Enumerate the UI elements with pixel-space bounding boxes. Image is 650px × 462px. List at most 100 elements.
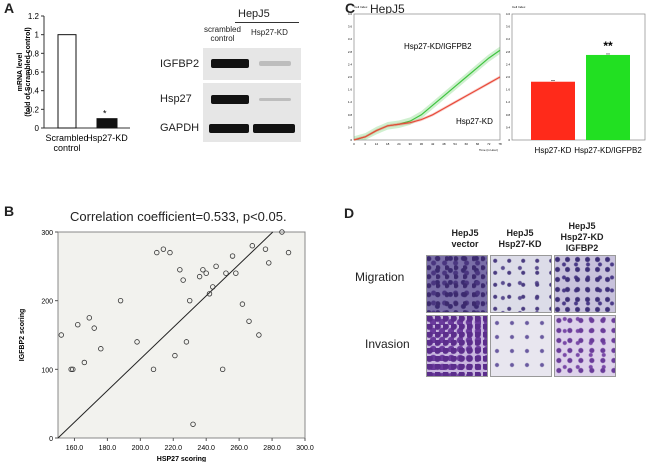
panel-d-col-kd-igfbp2-l1: HepJ5 [568, 221, 596, 231]
a-ylabel: mRNA level [17, 53, 24, 92]
b-point [256, 332, 262, 338]
c-bar [531, 81, 575, 140]
a-annotation: * [103, 109, 107, 119]
c-line-ytick-label: 4.0 [348, 12, 353, 16]
b-point [200, 267, 206, 273]
b-point [154, 249, 160, 256]
c-line-ytick-label: 1.6 [348, 88, 353, 92]
b-point [70, 366, 76, 373]
b-point [177, 267, 183, 273]
band-gapdh-scrambled [209, 124, 249, 133]
c-bar-ytick-label: 3.2 [506, 37, 511, 41]
b-plot-area [57, 231, 306, 439]
a-ylabel-sub: (fold of Scrambled control) [25, 27, 32, 116]
c-bar-ytick-label: 0.8 [506, 113, 511, 117]
b-point [160, 246, 167, 252]
b-point [285, 249, 292, 256]
b-ytick-label: 300 [41, 230, 53, 237]
band-hsp27-kd [259, 98, 291, 101]
b-point [239, 301, 246, 307]
c-line-ytick-label: 2.8 [348, 50, 353, 54]
c-line-xtick-label: 36 [420, 142, 424, 146]
panel-d-col-vector-l1: HepJ5 [451, 228, 479, 238]
band-igfbp2-kd [259, 61, 291, 66]
a-ytick-label: 1 [35, 31, 40, 40]
panel-d: HepJ5 vector HepJ5 Hsp27-KD HepJ5 Hsp27-… [340, 215, 650, 462]
band-igfbp2-scrambled [211, 59, 249, 68]
c-series-label-red: Hsp27-KD [456, 117, 493, 126]
micrograph-invasion-kd-igfbp2 [554, 315, 616, 377]
c-line-xtick-label: 30 [408, 142, 412, 146]
blot-strip-hsp27 [203, 83, 301, 116]
c-line-xtick-label: 72 [487, 142, 491, 146]
a-xtick-label: control [53, 143, 80, 153]
b-xtick-label: 280.0 [263, 445, 281, 452]
b-point [183, 339, 190, 345]
b-point [187, 297, 193, 304]
c-bar-ytick-label: 0.4 [506, 125, 511, 129]
b-point [91, 325, 97, 331]
panel-d-col-kd-igfbp2-l3: IGFBP2 [565, 243, 599, 253]
c-line-ylabel: Cell Index [354, 5, 368, 9]
b-point [150, 366, 157, 373]
c-bar [586, 54, 630, 141]
b-point [190, 421, 196, 427]
blot-title: HepJ5 [238, 8, 270, 20]
c-line-xlabel: Time (in Hour) [479, 148, 498, 152]
panel-letter-b: B [4, 203, 15, 219]
band-hsp27-scrambled [211, 95, 249, 104]
panel-d-row-invasion: Invasion [365, 337, 410, 351]
blot-col-kd: Hsp27-KD [251, 28, 288, 37]
c-line-xtick-label: 42 [431, 142, 435, 146]
c-bar-ylabel: Cell Index [512, 5, 526, 9]
b-xtick-label: 240.0 [197, 445, 215, 452]
c-line-xtick-label: 0 [353, 142, 355, 146]
panel-letter-d: D [344, 205, 355, 221]
c-bar-ytick-label: 1.2 [506, 100, 511, 104]
b-point [266, 260, 272, 266]
c-line-ytick-label: 3.2 [348, 37, 353, 41]
panel-d-row-migration: Migration [355, 270, 405, 284]
b-point [172, 352, 178, 359]
c-line-xtick-label: 78 [498, 142, 502, 146]
b-point [203, 270, 209, 276]
c-bar-annotation: ** [603, 39, 613, 53]
b-point [210, 284, 216, 290]
panel-d-col-kd-igfbp2-l2: Hsp27-KD [560, 232, 604, 242]
c-bar-ytick-label: 1.6 [506, 88, 511, 92]
panel-c-title: HepJ5 [370, 2, 405, 16]
c-line-ytick-label: 2.4 [348, 62, 353, 66]
blot-col-scrambled-l2: control [210, 34, 235, 43]
b-point [233, 270, 239, 276]
b-point [134, 339, 140, 345]
a-ytick-label: 0.4 [28, 87, 40, 96]
c-line-ytick-label: 2.0 [348, 75, 353, 79]
b-point [249, 243, 256, 249]
micrograph-invasion-vector [426, 315, 488, 377]
b-point [279, 229, 285, 235]
blot-col-scrambled: scrambled control [204, 25, 241, 43]
b-point [81, 359, 88, 366]
b-ytick-label: 100 [41, 367, 53, 374]
scatter-title: Correlation coefficient=0.533, p<0.05. [70, 209, 287, 224]
c-series-band [354, 75, 500, 140]
c-bar-ytick-label: 3.6 [506, 25, 511, 29]
b-point [86, 315, 92, 321]
c-line-xtick-label: 60 [465, 142, 469, 146]
c-line-ytick-label: 1.2 [348, 100, 353, 104]
b-xlabel: HSP27 scoring [157, 456, 206, 462]
b-point [167, 249, 173, 256]
c-bar-ytick-label: 0 [508, 138, 510, 142]
b-point [68, 366, 74, 373]
b-point [219, 366, 226, 373]
b-point [223, 270, 229, 276]
c-bar-ytick-label: 4.0 [506, 12, 511, 16]
a-ytick-label: 1.2 [28, 12, 40, 21]
a-ytick-label: 0 [35, 124, 40, 133]
micrograph-migration-kd [490, 255, 552, 313]
micrograph-invasion-kd [490, 315, 552, 377]
panel-letter-a: A [4, 0, 15, 16]
a-ytick-label: 0.2 [28, 105, 40, 114]
b-point [58, 332, 64, 338]
c-line-xtick-label: 6 [364, 142, 366, 146]
